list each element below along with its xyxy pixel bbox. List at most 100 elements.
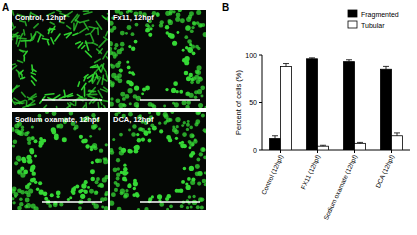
mitochondrion <box>104 175 108 179</box>
mitochondrion <box>31 81 34 85</box>
mitochondrion <box>173 81 178 86</box>
mitochondrion <box>89 27 97 29</box>
mitochondrion <box>148 197 152 201</box>
mitochondrion <box>12 128 15 132</box>
mitochondrion <box>194 122 198 126</box>
mitochondrion <box>24 205 28 209</box>
mitochondrion <box>12 39 13 44</box>
mitochondrion <box>89 79 92 81</box>
mitochondrion <box>184 60 189 65</box>
mitochondrion <box>23 105 30 108</box>
mitochondrion <box>168 34 171 37</box>
mitochondrion <box>28 188 33 193</box>
mitochondrion <box>196 112 201 114</box>
mitochondrion <box>84 12 92 14</box>
micrograph: DCA, 12hpf <box>109 110 207 212</box>
bar <box>318 146 329 150</box>
mitochondrion <box>59 96 65 99</box>
mitochondrion <box>17 37 26 39</box>
mitochondrion <box>125 171 128 174</box>
mitochondrion <box>191 78 195 82</box>
mitochondrion <box>42 38 48 39</box>
y-tick-label: 50 <box>249 99 257 106</box>
mitochondrion <box>111 192 116 197</box>
mitochondrion <box>144 131 149 136</box>
mitochondrion <box>196 65 201 70</box>
mitochondrion <box>78 43 82 48</box>
mitochondrion <box>127 88 132 93</box>
mitochondrion <box>125 189 128 192</box>
mitochondrion <box>62 137 67 142</box>
mitochondrion <box>133 181 138 186</box>
mitochondrion <box>204 130 206 133</box>
mitochondrion <box>156 14 159 17</box>
mitochondrion <box>186 206 189 209</box>
micrograph-content <box>110 10 206 108</box>
mitochondrion <box>127 184 131 188</box>
mitochondrion <box>93 146 97 150</box>
mitochondrion <box>169 204 173 208</box>
mitochondrion <box>102 66 106 72</box>
mitochondrion <box>137 138 142 143</box>
mitochondrion <box>106 57 108 62</box>
mitochondrion <box>87 186 90 189</box>
mitochondrion <box>54 135 59 140</box>
mitochondrion <box>105 143 108 146</box>
mitochondrion <box>110 148 113 152</box>
error-bar <box>320 145 326 147</box>
x-tick-label: DCA (12hpf) <box>374 153 396 189</box>
mitochondrion <box>172 41 177 46</box>
legend-label: Fragmented <box>361 11 399 19</box>
error-bar <box>394 133 400 136</box>
image-label: Sodium oxamate, 12hpf <box>15 115 100 124</box>
mitochondrion <box>186 185 191 190</box>
mitochondrion <box>18 72 21 77</box>
mitochondrion <box>116 158 120 162</box>
image-label: Fx11, 12hpf <box>113 13 154 22</box>
mitochondrion <box>98 91 102 98</box>
mitochondrion <box>166 208 169 210</box>
mitochondrion <box>56 191 61 196</box>
mitochondrion <box>18 40 20 46</box>
mitochondrion <box>196 158 200 162</box>
mitochondrion <box>134 40 138 44</box>
mitochondrion <box>99 148 103 152</box>
mitochondrion <box>127 66 131 70</box>
mitochondrion <box>84 87 86 96</box>
x-tick-label: FX11 (12hpf) <box>299 153 322 190</box>
mitochondrion <box>202 179 206 184</box>
micrograph: Fx11, 12hpf <box>108 8 208 109</box>
mitochondrion <box>69 196 72 199</box>
mitochondrion <box>131 32 135 36</box>
mitochondrion <box>34 155 37 158</box>
error-bar <box>309 57 315 59</box>
mitochondrion <box>97 65 100 72</box>
mitochondrion <box>190 206 193 209</box>
mitochondrion <box>12 99 13 108</box>
mitochondrion <box>12 36 19 38</box>
mitochondrion <box>142 87 146 91</box>
mitochondrion <box>204 183 206 186</box>
mitochondrion <box>12 63 15 66</box>
mitochondrion <box>136 133 139 136</box>
mitochondrion <box>12 66 17 72</box>
mitochondrion <box>73 33 78 35</box>
x-tick <box>354 150 355 153</box>
mitochondrion <box>12 92 13 94</box>
mitochondrion <box>95 59 101 62</box>
mitochondrion <box>184 71 189 76</box>
mitochondrion <box>112 138 115 141</box>
mitochondrion <box>204 171 206 174</box>
mitochondrion <box>114 43 118 47</box>
mitochondrion <box>149 27 152 30</box>
mitochondrion <box>43 192 48 197</box>
mitochondrion <box>21 50 27 51</box>
mitochondrion <box>189 166 194 171</box>
mitochondrion <box>202 147 205 150</box>
mitochondrion <box>119 68 123 72</box>
mitochondrion <box>83 10 88 12</box>
mitochondrion <box>68 103 70 106</box>
micrograph-content <box>12 112 108 210</box>
mitochondrion <box>86 33 90 34</box>
mitochondrion <box>78 206 82 210</box>
